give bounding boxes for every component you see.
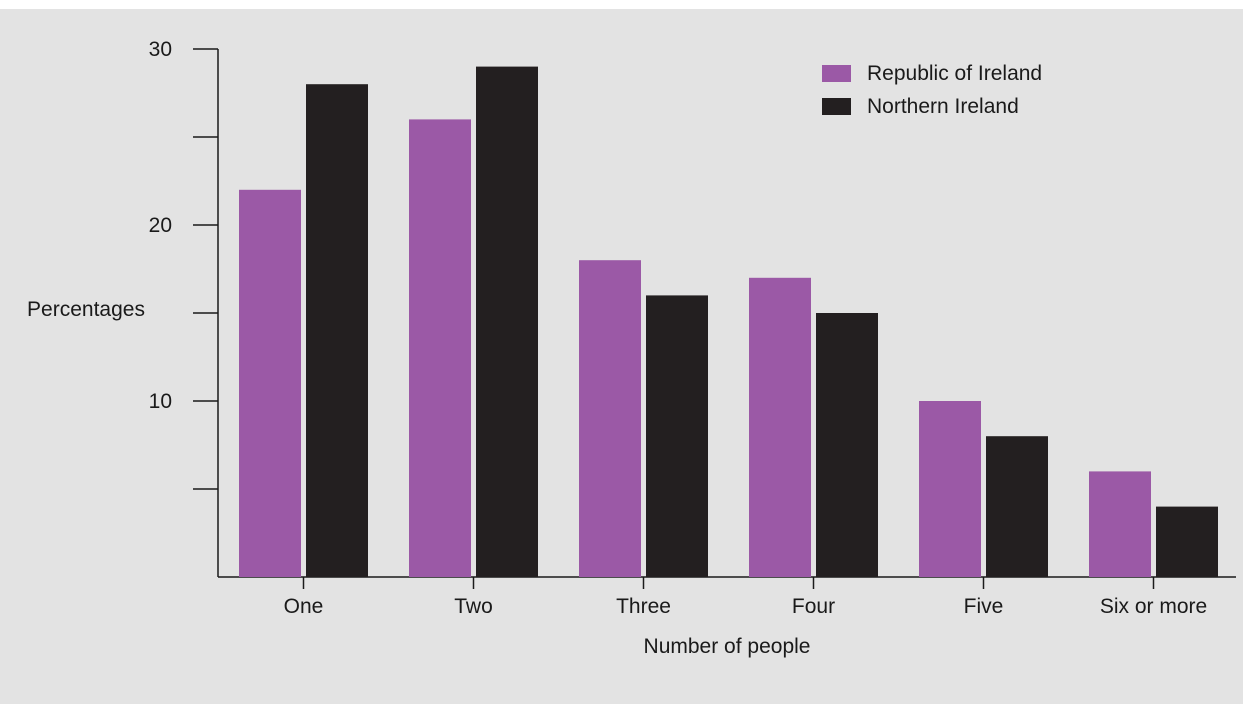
bar-northern-ireland <box>1156 506 1218 577</box>
bar-northern-ireland <box>986 436 1048 577</box>
legend-label: Northern Ireland <box>867 95 1019 118</box>
y-tick-label: 20 <box>149 214 172 237</box>
x-tick-label: Four <box>792 595 835 618</box>
legend-swatch <box>822 65 851 82</box>
bar-republic-of-ireland <box>919 401 981 577</box>
y-axis-label: Percentages <box>27 298 145 321</box>
x-tick-label: Two <box>454 595 493 618</box>
legend-swatch <box>822 98 851 115</box>
x-axis-label: Number of people <box>644 635 811 658</box>
bar-republic-of-ireland <box>749 277 811 577</box>
y-tick-label: 30 <box>149 38 172 61</box>
bar-republic-of-ireland <box>1089 471 1151 577</box>
bar-northern-ireland <box>646 295 708 577</box>
bar-republic-of-ireland <box>409 119 471 578</box>
bar-northern-ireland <box>816 313 878 577</box>
axes: 10 20 30 One Two Three Four Five Six or more <box>149 38 1236 618</box>
x-tick-label: Six or more <box>1100 595 1207 618</box>
x-tick-label: Three <box>616 595 671 618</box>
x-tick-label: Five <box>964 595 1004 618</box>
x-tick-label: One <box>284 595 324 618</box>
y-tick-label: 10 <box>149 390 172 413</box>
legend-label: Republic of Ireland <box>867 62 1042 85</box>
bars <box>239 66 1218 578</box>
bar-northern-ireland <box>476 66 538 577</box>
bar-chart: 10 20 30 One Two Three Four Five Six or more Rep… <box>0 9 1243 704</box>
bar-republic-of-ireland <box>239 189 301 578</box>
chart-panel: 10 20 30 One Two Three Four Five Six or more Rep… <box>0 9 1243 704</box>
bar-northern-ireland <box>306 84 368 577</box>
bar-republic-of-ireland <box>579 260 641 577</box>
legend: Republic of Ireland Northern Ireland <box>822 62 1042 118</box>
